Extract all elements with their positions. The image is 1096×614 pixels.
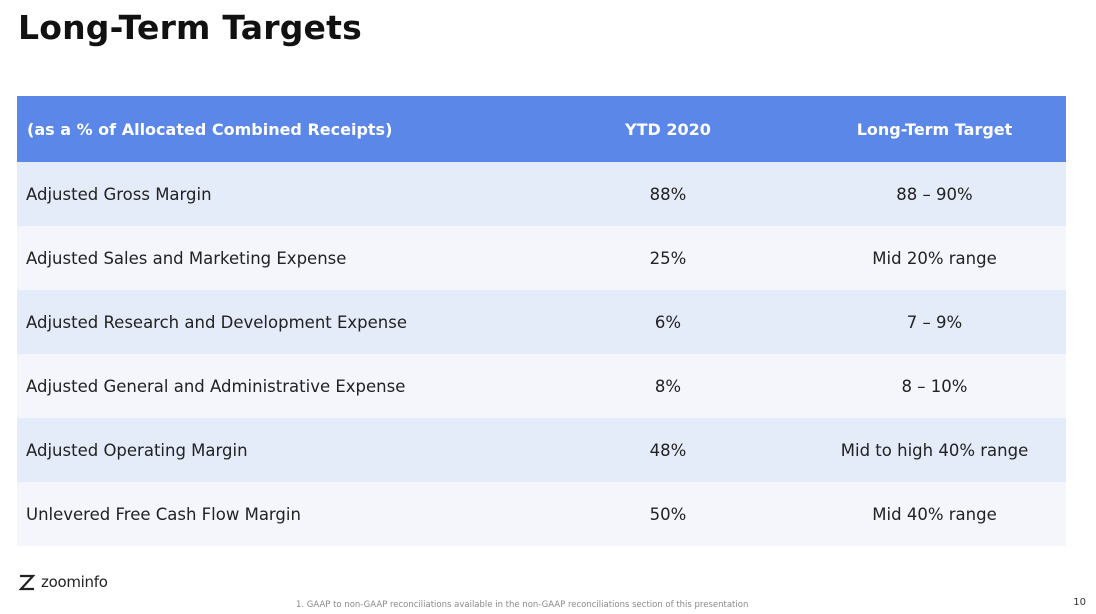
targets-table: (as a % of Allocated Combined Receipts) … [17,96,1066,546]
row-label: Adjusted Research and Development Expens… [17,290,533,354]
table-row: Unlevered Free Cash Flow Margin 50% Mid … [17,482,1066,546]
row-label: Adjusted Sales and Marketing Expense [17,226,533,290]
brand-name: zoominfo [41,573,108,591]
target-value: 7 – 9% [803,290,1066,354]
ytd-value: 6% [533,290,803,354]
target-value: 88 – 90% [803,162,1066,226]
column-header-ytd-2020: YTD 2020 [533,96,803,162]
ytd-value: 48% [533,418,803,482]
ytd-value: 8% [533,354,803,418]
row-label: Adjusted Operating Margin [17,418,533,482]
table-row: Adjusted Operating Margin 48% Mid to hig… [17,418,1066,482]
target-value: Mid 40% range [803,482,1066,546]
target-value: 8 – 10% [803,354,1066,418]
row-label: Unlevered Free Cash Flow Margin [17,482,533,546]
target-value: Mid to high 40% range [803,418,1066,482]
page-title: Long-Term Targets [18,8,362,47]
ytd-value: 50% [533,482,803,546]
table-header-row: (as a % of Allocated Combined Receipts) … [17,96,1066,162]
zoominfo-logo: zoominfo [18,573,108,591]
page-number: 10 [1073,597,1086,608]
table-row: Adjusted Sales and Marketing Expense 25%… [17,226,1066,290]
ytd-value: 25% [533,226,803,290]
row-label: Adjusted General and Administrative Expe… [17,354,533,418]
table-row: Adjusted Gross Margin 88% 88 – 90% [17,162,1066,226]
table-row: Adjusted General and Administrative Expe… [17,354,1066,418]
column-header-metric: (as a % of Allocated Combined Receipts) [17,96,533,162]
footnote: 1. GAAP to non-GAAP reconciliations avai… [296,600,749,610]
row-label: Adjusted Gross Margin [17,162,533,226]
table-row: Adjusted Research and Development Expens… [17,290,1066,354]
ytd-value: 88% [533,162,803,226]
column-header-long-term-target: Long-Term Target [803,96,1066,162]
target-value: Mid 20% range [803,226,1066,290]
zoominfo-z-icon [18,574,36,591]
